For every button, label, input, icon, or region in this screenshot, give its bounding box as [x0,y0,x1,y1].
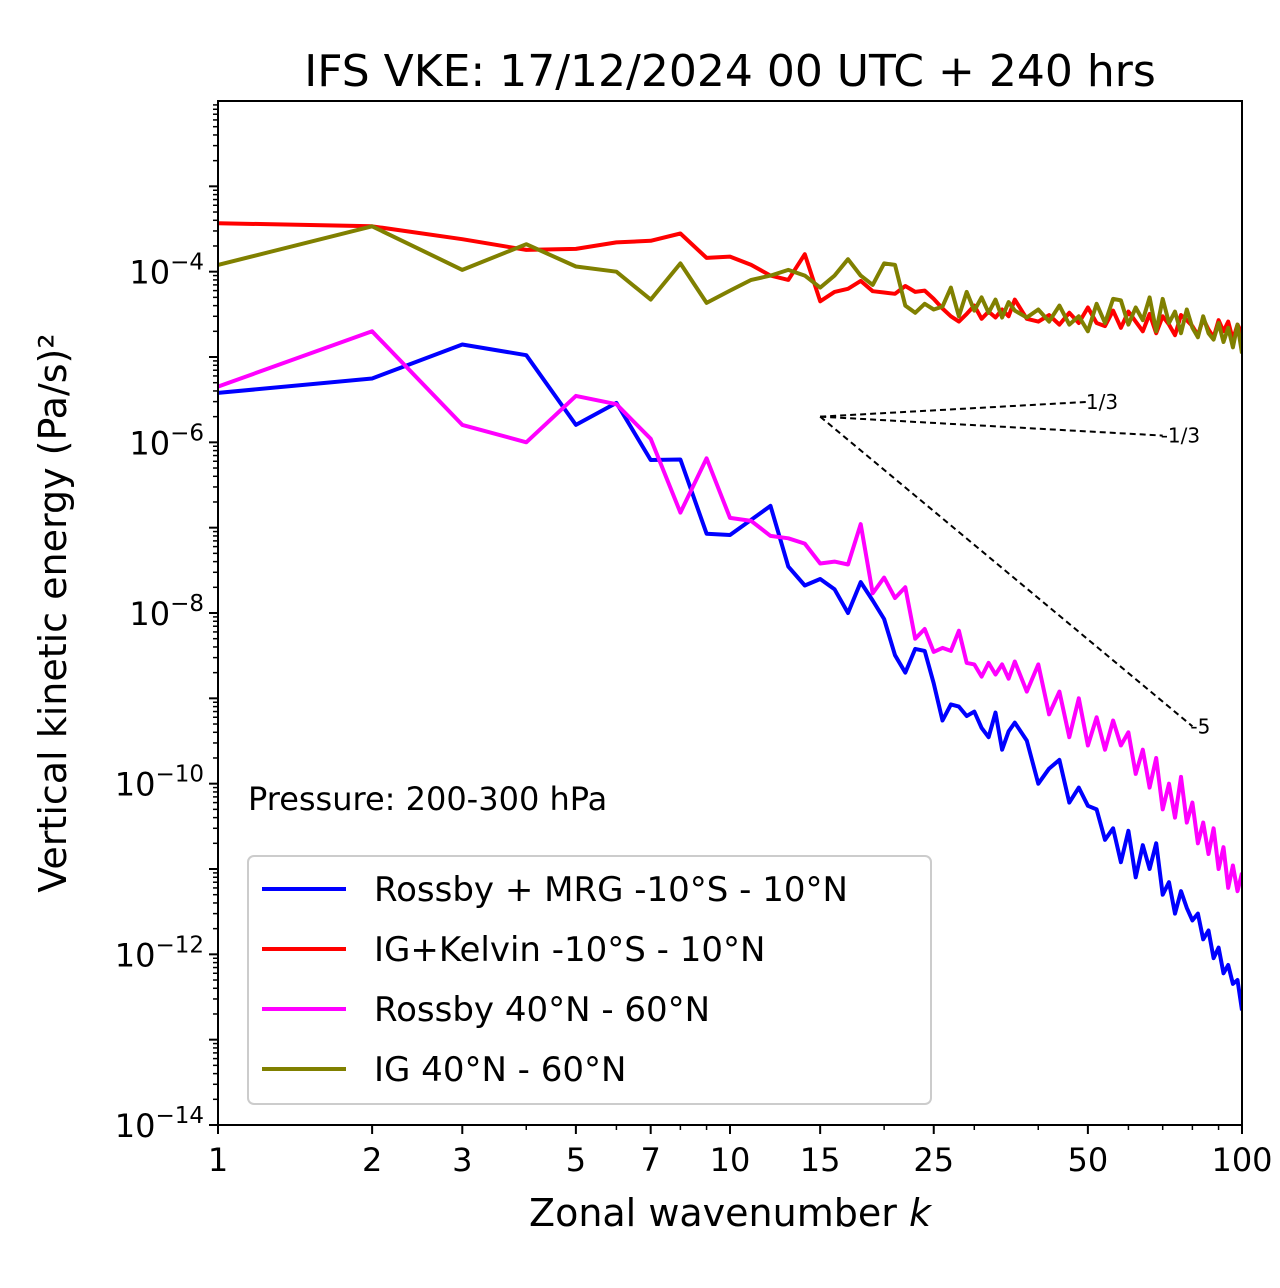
x-tick-label: 15 [800,1141,841,1179]
x-tick-label: 2 [362,1141,382,1179]
series-line-3 [218,224,1242,354]
reference-slope-label-0: 1/3 [1086,390,1118,414]
reference-slopes: 1/3 -1/3 -5 [819,390,1210,738]
series-layer [218,221,1242,1011]
y-tick-label: 10−10 [115,762,204,804]
y-axis-label-units: (Pa/s)² [31,333,75,455]
y-axis-label: Vertical kinetic energy (Pa/s)² [31,333,75,892]
legend-label-0: Rossby + MRG -10°S - 10°N [374,870,848,910]
y-axis-label-text: Vertical kinetic energy [31,467,75,892]
y-tick-label: 10−6 [129,420,204,462]
x-tick-label: 100 [1211,1141,1272,1179]
x-tick-label: 10 [710,1141,751,1179]
series-line-2 [218,329,1242,894]
series-line-0 [218,342,1242,1011]
pressure-annotation: Pressure: 200-300 hPa [248,780,607,818]
legend-label-3: IG 40°N - 60°N [374,1050,626,1090]
x-axis-ticks: 1 2 3 5 7 10 15 25 50 100 [208,1125,1273,1179]
y-tick-label: 10−14 [115,1103,204,1145]
reference-slope-line-1 [820,415,1163,437]
reference-slope-line-0 [820,400,1088,418]
y-tick-label: 10−4 [129,250,204,292]
y-axis-ticks: 10−4 10−6 10−8 10−10 10−12 10−14 [115,104,218,1145]
x-tick-label: 3 [452,1141,472,1179]
y-tick-label: 10−12 [115,932,204,974]
legend-box [247,855,932,1105]
x-tick-label: 7 [641,1141,661,1179]
legend-label-2: Rossby 40°N - 60°N [374,990,710,1030]
x-tick-label: 25 [913,1141,954,1179]
x-tick-label: 5 [566,1141,586,1179]
legend-label-1: IG+Kelvin -10°S - 10°N [374,930,765,970]
x-tick-label: 1 [208,1141,228,1179]
chart-title: IFS VKE: 17/12/2024 00 UTC + 240 hrs [304,46,1156,97]
reference-slope-label-1: -1/3 [1161,424,1200,448]
reference-slope-label-2: -5 [1190,714,1210,738]
y-tick-label: 10−8 [129,591,204,633]
x-tick-label: 50 [1068,1141,1109,1179]
x-axis-label-text: Zonal wavenumber [529,1191,897,1235]
x-axis-label-var: k [909,1191,933,1235]
series-line-1 [218,221,1242,342]
reference-slope-line-2 [819,415,1194,728]
x-axis-label: Zonal wavenumber k [529,1191,933,1235]
legend: Rossby + MRG -10°S - 10°N IG+Kelvin -10°S… [247,855,932,1105]
